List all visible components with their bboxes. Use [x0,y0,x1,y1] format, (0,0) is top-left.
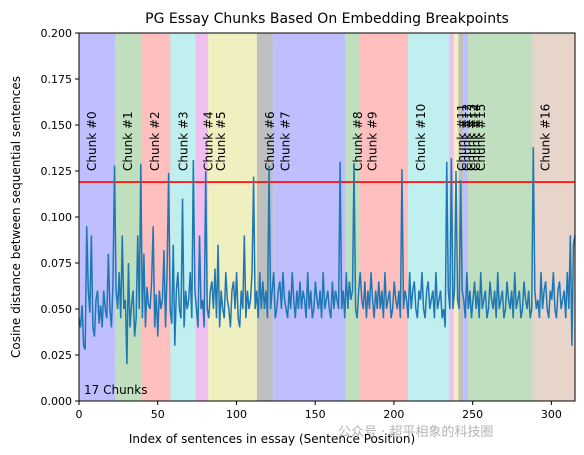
x-axis: 0 50 100 150 200 250 300 [76,401,562,421]
x-tick-label-100: 100 [226,408,247,421]
x-tick-label-250: 250 [462,408,483,421]
chunk-label-16: Chunk #16 [538,104,552,171]
chunk-band-1 [115,33,142,401]
chunk-labels: Chunk #0 Chunk #1 Chunk #2 Chunk #3 Chunk #4… [85,104,552,171]
chunk-label-15: Chunk #15 [474,104,488,171]
y-axis: 0.000 0.025 0.050 0.075 0.100 0.125 0.150 0.175… [41,27,79,408]
chart-title: PG Essay Chunks Based On Embedding Break… [145,11,509,27]
chunk-label-12: Chunk #12 [460,104,474,171]
chunk-label-13: Chunk #13 [464,104,478,171]
chunk-label-10: Chunk #10 [414,104,428,171]
x-tick-label-50: 50 [151,408,165,421]
chunk-band-10 [408,33,450,401]
chunk-label-5: Chunk #5 [214,111,228,171]
y-axis-label: Cosine distance between sequential sente… [9,76,23,358]
series-line [78,147,576,365]
chunk-label-14: Chunk #14 [469,104,483,171]
chunk-label-3: Chunk #3 [176,111,190,171]
chunk-label-7: Chunk #7 [279,111,293,171]
chunk-band-8 [345,33,360,401]
chunk-band-14 [463,33,468,401]
y-tick-label-6: 0.150 [41,119,73,132]
chunk-label-9: Chunk #9 [365,111,379,171]
chunk-label-4: Chunk #4 [202,111,216,171]
y-tick-label-3: 0.075 [41,257,73,270]
x-tick-label-150: 150 [305,408,326,421]
chunk-bands [79,33,575,401]
y-tick-label-0: 0.000 [41,395,73,408]
chunk-label-1: Chunk #1 [121,111,135,171]
x-tick-label-200: 200 [383,408,404,421]
y-tick-label-5: 0.125 [41,165,73,178]
y-tick-label-1: 0.025 [41,349,73,362]
chunk-band-5 [208,33,257,401]
chunk-band-15 [467,33,533,401]
y-tick-label-7: 0.175 [41,73,73,86]
watermark-text: 公众号 · 超平相象的科技圈 [338,425,494,440]
x-tick-label-300: 300 [541,408,562,421]
chunk-label-2: Chunk #2 [148,111,162,171]
chunk-band-9 [359,33,409,401]
y-tick-label-2: 0.050 [41,303,73,316]
chunk-label-0: Chunk #0 [85,111,99,171]
chunk-label-8: Chunk #8 [351,111,365,171]
x-tick-label-0: 0 [76,408,83,421]
x-axis-label: Index of sentences in essay (Sentence Po… [129,432,415,446]
y-tick-label-4: 0.100 [41,211,73,224]
y-tick-label-8: 0.200 [41,27,73,40]
chunk-band-7 [272,33,346,401]
chunk-count-label: 17 Chunks [84,383,147,397]
chunk-label-11: Chunk #11 [455,104,469,171]
chunk-label-6: Chunk #6 [263,111,277,171]
chunk-band-2 [141,33,171,401]
chunk-band-16 [532,33,575,401]
